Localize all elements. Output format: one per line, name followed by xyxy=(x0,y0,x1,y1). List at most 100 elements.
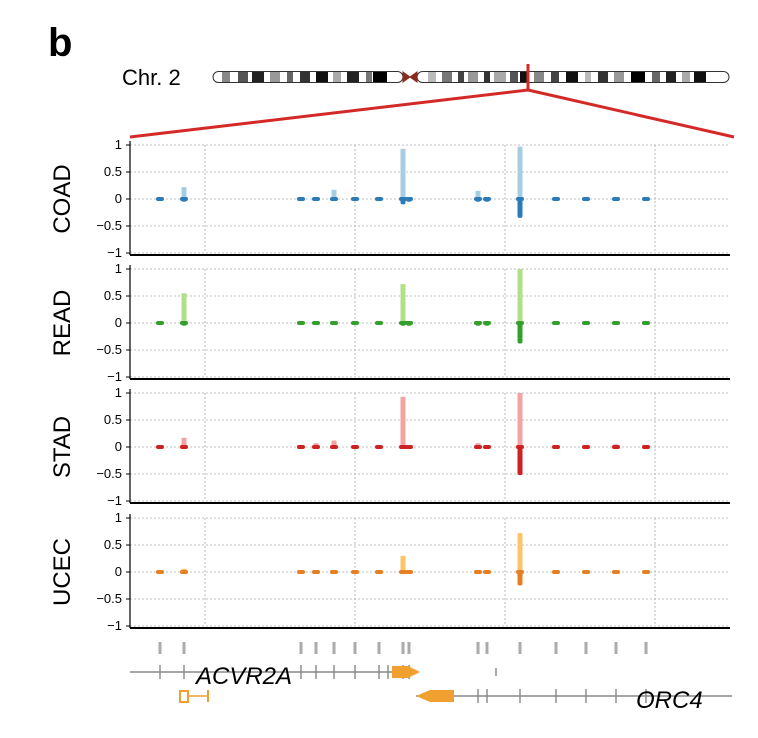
exon-marker xyxy=(158,642,162,654)
chromosome-band xyxy=(222,72,230,82)
zero-marker xyxy=(156,570,164,574)
bar-positive xyxy=(475,190,481,199)
centromere xyxy=(402,71,418,83)
bar-negative xyxy=(517,447,523,476)
zero-marker xyxy=(330,570,338,574)
chromosome-band xyxy=(551,72,559,82)
zero-marker xyxy=(642,570,650,574)
y-tick-label: 1 xyxy=(115,385,122,400)
zero-marker xyxy=(405,197,413,201)
zero-marker xyxy=(474,570,482,574)
chromosome-band xyxy=(300,72,310,82)
y-tick-label: −0.5 xyxy=(96,591,122,606)
bar-positive xyxy=(400,555,406,572)
zero-marker xyxy=(375,197,383,201)
zero-marker xyxy=(474,197,482,201)
zero-marker xyxy=(612,321,620,325)
zero-marker xyxy=(312,570,320,574)
bar-positive xyxy=(181,187,187,199)
zero-marker xyxy=(582,321,590,325)
zero-marker xyxy=(399,445,407,449)
zero-marker xyxy=(552,197,560,201)
zero-marker xyxy=(312,197,320,201)
chromosome-ideogram xyxy=(212,71,730,83)
exon-marker xyxy=(518,642,522,654)
zero-marker xyxy=(483,321,491,325)
exon-marker xyxy=(353,642,357,654)
gene-label-orc4: ORC4 xyxy=(636,687,703,714)
y-tick-label: 0 xyxy=(115,439,122,454)
y-tick-label: −1 xyxy=(107,369,122,384)
y-tick-label: 0 xyxy=(115,564,122,579)
chromosome-band xyxy=(534,72,544,82)
chromosome-band xyxy=(366,72,372,82)
chromosome-band xyxy=(631,72,645,82)
chromosome-band xyxy=(694,72,706,82)
zero-marker xyxy=(297,321,305,325)
chromosome-band xyxy=(468,72,478,82)
zero-marker xyxy=(312,445,320,449)
track-stad: 1 0.5 0 −0.5 −1 STAD xyxy=(49,385,730,508)
chromosome-band xyxy=(614,72,624,82)
zero-marker xyxy=(516,321,524,325)
chromosome-band xyxy=(682,72,690,82)
zero-marker xyxy=(399,570,407,574)
zero-marker xyxy=(351,321,359,325)
zero-marker xyxy=(483,570,491,574)
y-tick-label: −1 xyxy=(107,493,122,508)
exon-marker xyxy=(584,642,588,654)
exon-marker xyxy=(299,642,303,654)
track-label-coad: COAD xyxy=(49,164,76,233)
zero-marker xyxy=(375,570,383,574)
zero-marker xyxy=(330,197,338,201)
zero-marker xyxy=(375,321,383,325)
chromosome-band xyxy=(347,72,359,82)
zero-marker xyxy=(582,570,590,574)
zero-marker xyxy=(642,445,650,449)
zero-marker xyxy=(399,197,407,201)
y-tick-label: 1 xyxy=(115,510,122,525)
zero-marker xyxy=(180,445,188,449)
y-tick-label: 1 xyxy=(115,261,122,276)
bar-positive xyxy=(517,146,523,199)
track-coad: 1 0.5 0 −0.5 −1 COAD xyxy=(49,137,730,260)
y-tick-label: −0.5 xyxy=(96,466,122,481)
exon-marker xyxy=(377,642,381,654)
chromosome-band xyxy=(566,72,578,82)
zero-marker xyxy=(180,197,188,201)
zero-marker xyxy=(405,570,413,574)
y-tick-label: 0 xyxy=(115,191,122,206)
chromosome-band xyxy=(458,72,464,82)
zero-marker xyxy=(180,570,188,574)
zero-marker xyxy=(642,197,650,201)
zero-marker xyxy=(297,570,305,574)
zero-marker xyxy=(312,321,320,325)
bar-positive xyxy=(181,437,187,447)
exon-marker xyxy=(614,642,618,654)
exon-marker xyxy=(407,642,411,654)
y-tick-label: −1 xyxy=(107,618,122,633)
zero-marker xyxy=(474,445,482,449)
exon-marker xyxy=(644,642,648,654)
bar-positive xyxy=(181,293,187,323)
bar-positive xyxy=(517,269,523,323)
exon-marker xyxy=(554,642,558,654)
exon-marker xyxy=(182,642,186,654)
zero-marker xyxy=(399,321,407,325)
chromosome-band xyxy=(238,72,248,82)
gene-acvr2a: ACVR2A xyxy=(130,663,420,690)
zero-marker xyxy=(642,321,650,325)
chromosome-band xyxy=(510,72,518,82)
chromosome-band xyxy=(316,72,328,82)
y-tick-label: 1 xyxy=(115,137,122,152)
exon-marker xyxy=(332,642,336,654)
chromosome-band xyxy=(652,72,660,82)
utr-marker xyxy=(179,690,189,703)
zero-marker xyxy=(582,445,590,449)
zero-marker xyxy=(552,570,560,574)
bar-negative xyxy=(517,199,523,218)
zero-marker xyxy=(351,197,359,201)
chromosome-band xyxy=(666,72,676,82)
zero-marker xyxy=(516,445,524,449)
